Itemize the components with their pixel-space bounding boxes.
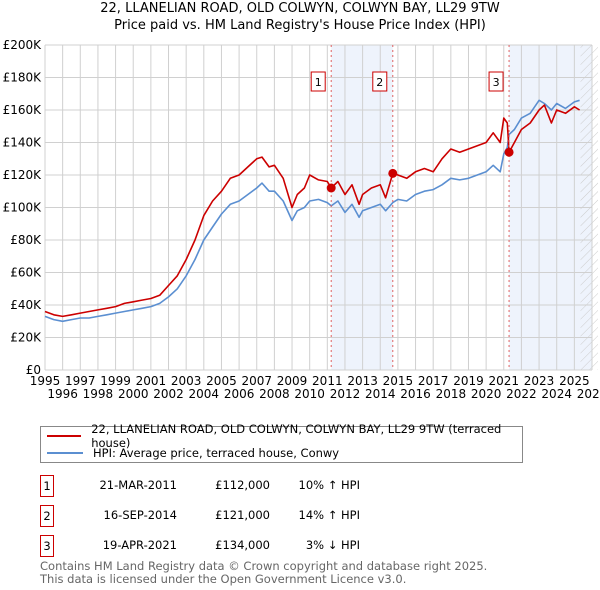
y-tick-label: £180K: [3, 71, 43, 85]
sale-point: [388, 168, 398, 178]
sale-hpi-diff: 10% ↑ HPI: [298, 478, 360, 492]
x-tick-label: 1997: [65, 374, 96, 388]
x-tick-label: 2010: [294, 387, 325, 401]
x-tick-label: 2026: [577, 387, 600, 401]
legend-label-hpi: HPI: Average price, terraced house, Conw…: [93, 446, 340, 460]
sale-number-label: 1: [315, 76, 322, 89]
hpi-line: [44, 99, 580, 323]
table-row: 3 19-APR-2021 £134,000 3% ↓ HPI: [40, 535, 440, 557]
x-tick-label: 1995: [30, 374, 61, 388]
x-tick-label: 2003: [171, 374, 202, 388]
sale-point: [504, 147, 514, 157]
legend-label-property: 22, LLANELIAN ROAD, OLD COLWYN, COLWYN B…: [91, 422, 502, 450]
y-tick-label: £160K: [3, 103, 43, 117]
x-tick-label: 2009: [277, 374, 308, 388]
x-tick-label: 2023: [524, 374, 555, 388]
sale-date: 21-MAR-2011: [99, 478, 177, 492]
x-tick-label: 1996: [47, 387, 78, 401]
sale-price: £121,000: [215, 508, 270, 522]
legend-item-property: 22, LLANELIAN ROAD, OLD COLWYN, COLWYN B…: [47, 422, 522, 450]
sale-number-badge: 1: [40, 475, 54, 497]
y-tick-label: £100K: [3, 201, 43, 215]
sale-number-box: [310, 71, 326, 92]
x-tick-label: 2001: [136, 374, 167, 388]
y-tick-label: £20K: [10, 331, 42, 345]
table-row: 2 16-SEP-2014 £121,000 14% ↑ HPI: [40, 505, 440, 527]
property-price-line: [44, 104, 581, 318]
price-chart: 1 2 31995199619971998199920002001200220032…: [3, 38, 600, 401]
x-tick-label: 2007: [241, 374, 272, 388]
x-tick-label: 2021: [489, 374, 520, 388]
sale-date: 19-APR-2021: [102, 538, 177, 552]
x-tick-label: 2020: [471, 387, 502, 401]
x-tick-label: 2012: [330, 387, 361, 401]
x-tick-label: 2016: [400, 387, 431, 401]
x-tick-label: 2014: [365, 387, 396, 401]
chart-title: 22, LLANELIAN ROAD, OLD COLWYN, COLWYN B…: [100, 1, 500, 16]
x-tick-label: 1998: [83, 387, 114, 401]
footer-licence: This data is licensed under the Open Gov…: [40, 572, 407, 586]
sale-number-badge: 2: [40, 505, 54, 527]
sale-price: £112,000: [215, 478, 270, 492]
x-tick-label: 2015: [383, 374, 414, 388]
x-tick-label: 2019: [453, 374, 484, 388]
table-row: 1 21-MAR-2011 £112,000 10% ↑ HPI: [40, 475, 440, 497]
sale-price: £134,000: [215, 538, 270, 552]
x-tick-label: 2002: [153, 387, 184, 401]
sale-hpi-diff: 14% ↑ HPI: [298, 508, 360, 522]
legend-item-hpi: HPI: Average price, terraced house, Conw…: [47, 445, 339, 461]
sale-number-label: 3: [493, 76, 500, 89]
sale-point: [326, 183, 336, 193]
chart-subtitle: Price paid vs. HM Land Registry's House …: [114, 18, 486, 33]
x-tick-label: 2011: [312, 374, 343, 388]
x-tick-label: 2018: [436, 387, 467, 401]
x-tick-label: 2005: [206, 374, 237, 388]
footer-copyright: Contains HM Land Registry data © Crown c…: [40, 559, 488, 573]
y-tick-label: £140K: [3, 136, 43, 150]
sale-hpi-diff: 3% ↓ HPI: [305, 538, 360, 552]
x-tick-label: 2025: [559, 374, 590, 388]
x-tick-label: 2017: [418, 374, 449, 388]
sale-number-box: [372, 71, 388, 92]
x-tick-label: 2006: [224, 387, 255, 401]
legend-swatch-property: [47, 435, 82, 437]
x-tick-label: 2024: [541, 387, 572, 401]
y-tick-label: £40K: [10, 298, 42, 312]
legend-swatch-hpi: [47, 452, 83, 454]
y-tick-label: £120K: [3, 168, 43, 182]
sale-number-badge: 3: [40, 535, 54, 557]
y-tick-label: £80K: [10, 233, 42, 247]
x-tick-label: 2013: [347, 374, 378, 388]
y-tick-label: £200K: [3, 38, 43, 52]
x-tick-label: 2022: [506, 387, 537, 401]
x-tick-label: 2008: [259, 387, 290, 401]
sale-number-label: 2: [376, 76, 383, 89]
legend: 22, LLANELIAN ROAD, OLD COLWYN, COLWYN B…: [40, 422, 523, 463]
x-tick-label: 2000: [118, 387, 149, 401]
x-tick-label: 1999: [100, 374, 131, 388]
sale-date: 16-SEP-2014: [103, 508, 177, 522]
sale-number-box: [488, 71, 504, 92]
y-tick-label: £60K: [10, 266, 42, 280]
x-tick-label: 2004: [189, 387, 220, 401]
y-tick-label: £0: [26, 363, 41, 377]
